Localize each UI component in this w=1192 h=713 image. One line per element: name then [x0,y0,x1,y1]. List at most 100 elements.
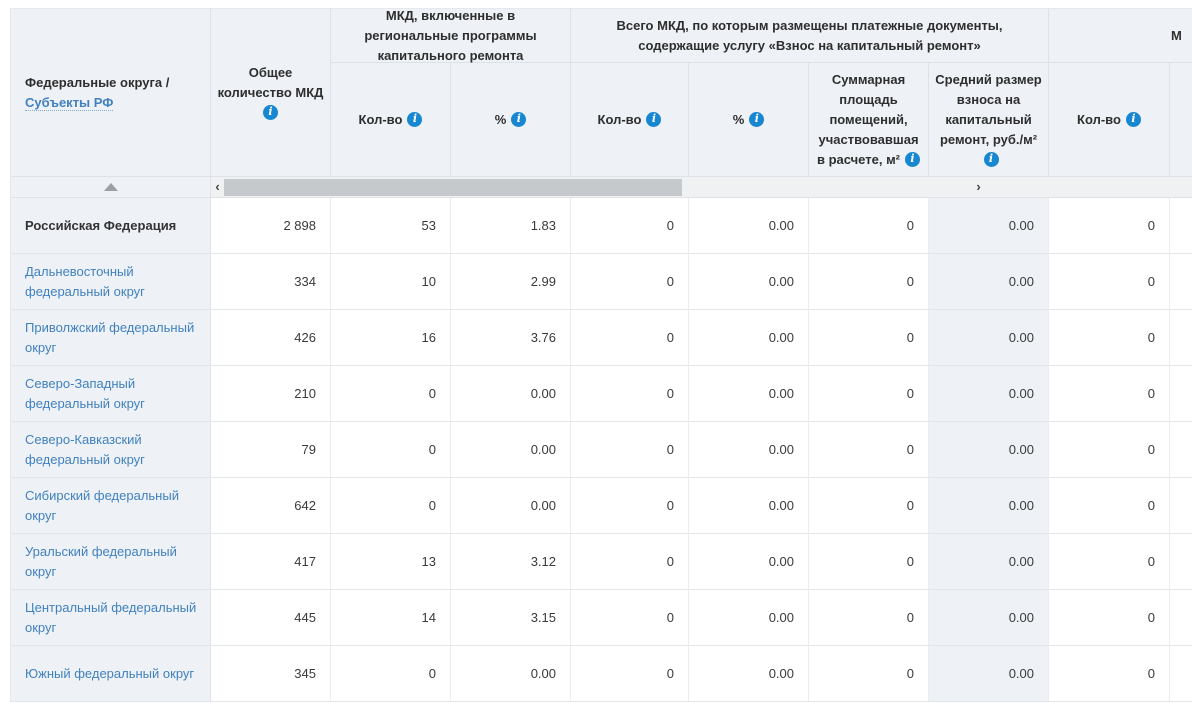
table-row: Уральский федеральный округ 417 13 3.12 … [11,534,1192,590]
scrollbar-thumb[interactable] [224,178,682,196]
cell-paydocs-kolvo: 0 [571,534,689,590]
cell-avg-contribution: 0.00 [929,646,1049,701]
cell-avg-contribution: 0.00 [929,254,1049,310]
cell-total-mkd: 2 898 [211,198,331,254]
column-header-percent-1: % [451,63,571,177]
cell-clipped [1170,422,1192,478]
cell-total-area: 0 [809,646,929,701]
cell-program-percent: 0.00 [451,422,571,478]
region-name-cell: Северо-Западный федеральный округ [11,366,211,422]
cell-paydocs-kolvo: 0 [571,254,689,310]
cell-program-kolvo: 0 [331,646,451,701]
cell-program-percent: 3.15 [451,590,571,646]
cell-program-kolvo: 0 [331,478,451,534]
cell-program-percent: 2.99 [451,254,571,310]
cell-clipped [1170,646,1192,701]
cell-program-kolvo: 53 [331,198,451,254]
info-icon[interactable] [646,111,662,127]
cell-total-mkd: 334 [211,254,331,310]
cell-paydocs-kolvo: 0 [571,590,689,646]
cell-total-mkd: 79 [211,422,331,478]
scrollbar-track[interactable] [224,177,1192,197]
cell-paydocs-kolvo: 0 [571,198,689,254]
horizontal-scrollbar[interactable]: ‹ › [211,177,1192,198]
info-icon[interactable] [983,151,999,167]
region-name-cell: Дальневосточный федеральный округ [11,254,211,310]
cell-paydocs-percent: 0.00 [689,478,809,534]
cell-kolvo-3: 0 [1049,590,1170,646]
table-row: Приволжский федеральный округ 426 16 3.7… [11,310,1192,366]
table-row: Российская Федерация 2 898 53 1.83 0 0.0… [11,198,1192,254]
column-header-avg-contribution: Средний размер взноса на капитальный рем… [929,63,1049,177]
cell-kolvo-3: 0 [1049,646,1170,701]
cell-avg-contribution: 0.00 [929,198,1049,254]
cell-paydocs-percent: 0.00 [689,198,809,254]
table-row: Южный федеральный округ 345 0 0.00 0 0.0… [11,646,1192,701]
info-icon[interactable] [1125,111,1141,127]
cell-program-kolvo: 16 [331,310,451,366]
region-name-cell: Российская Федерация [11,198,211,254]
cell-clipped [1170,254,1192,310]
cell-kolvo-3: 0 [1049,310,1170,366]
info-icon[interactable] [905,151,921,167]
group-header-payment-documents: Всего МКД, по которым размещены платежны… [571,9,1049,63]
column-header-total-area: Суммарная площадь помещений, участвовавш… [809,63,929,177]
scroll-right-icon[interactable]: › [976,179,981,194]
cell-program-percent: 0.00 [451,478,571,534]
cell-paydocs-percent: 0.00 [689,590,809,646]
cell-program-percent: 1.83 [451,198,571,254]
cell-clipped [1170,590,1192,646]
column-header-kolvo-1: Кол-во [331,63,451,177]
subjects-rf-link[interactable]: Субъекты РФ [25,94,114,111]
region-link[interactable]: Южный федеральный округ [25,665,195,681]
region-name-cell: Центральный федеральный округ [11,590,211,646]
cell-program-kolvo: 0 [331,422,451,478]
cell-paydocs-percent: 0.00 [689,534,809,590]
cell-program-kolvo: 0 [331,366,451,422]
cell-clipped [1170,198,1192,254]
cell-paydocs-percent: 0.00 [689,646,809,701]
table-row: Сибирский федеральный округ 642 0 0.00 0… [11,478,1192,534]
region-link[interactable]: Северо-Кавказский федеральный округ [25,431,145,467]
cell-total-area: 0 [809,310,929,366]
cell-kolvo-3: 0 [1049,366,1170,422]
total-mkd-label: Общее количество МКД [217,64,324,100]
cell-total-mkd: 417 [211,534,331,590]
table-row: Северо-Западный федеральный округ 210 0 … [11,366,1192,422]
cell-program-kolvo: 14 [331,590,451,646]
cell-avg-contribution: 0.00 [929,310,1049,366]
cell-paydocs-percent: 0.00 [689,254,809,310]
region-link[interactable]: Дальневосточный федеральный округ [25,263,145,299]
region-name: Российская Федерация [25,217,177,233]
cell-paydocs-percent: 0.00 [689,422,809,478]
cell-total-mkd: 642 [211,478,331,534]
cell-total-mkd: 426 [211,310,331,366]
info-icon[interactable] [263,104,278,120]
region-name-cell: Приволжский федеральный округ [11,310,211,366]
sort-cell [11,177,211,198]
column-header-percent-2: % [689,63,809,177]
cell-total-area: 0 [809,366,929,422]
header-federal-districts: Федеральные округа / Субъекты РФ [11,9,211,177]
cell-paydocs-kolvo: 0 [571,422,689,478]
sort-ascending-icon[interactable] [103,183,118,191]
region-link[interactable]: Сибирский федеральный округ [25,487,179,523]
region-link[interactable]: Приволжский федеральный округ [25,319,195,355]
group-header-regional-programs: МКД, включенные в региональные программы… [331,9,571,63]
info-icon[interactable] [749,111,765,127]
cell-kolvo-3: 0 [1049,422,1170,478]
cell-total-area: 0 [809,198,929,254]
table-row: Дальневосточный федеральный округ 334 10… [11,254,1192,310]
scroll-left-icon[interactable]: ‹ [215,179,220,194]
region-link[interactable]: Северо-Западный федеральный округ [25,375,145,411]
column-header-kolvo-2: Кол-во [571,63,689,177]
cell-paydocs-kolvo: 0 [571,478,689,534]
info-icon[interactable] [407,111,423,127]
region-link[interactable]: Уральский федеральный округ [25,543,177,579]
cell-avg-contribution: 0.00 [929,590,1049,646]
region-link[interactable]: Центральный федеральный округ [25,599,197,635]
region-name-cell: Южный федеральный округ [11,646,211,701]
cell-paydocs-kolvo: 0 [571,646,689,701]
info-icon[interactable] [511,111,527,127]
cell-total-area: 0 [809,478,929,534]
